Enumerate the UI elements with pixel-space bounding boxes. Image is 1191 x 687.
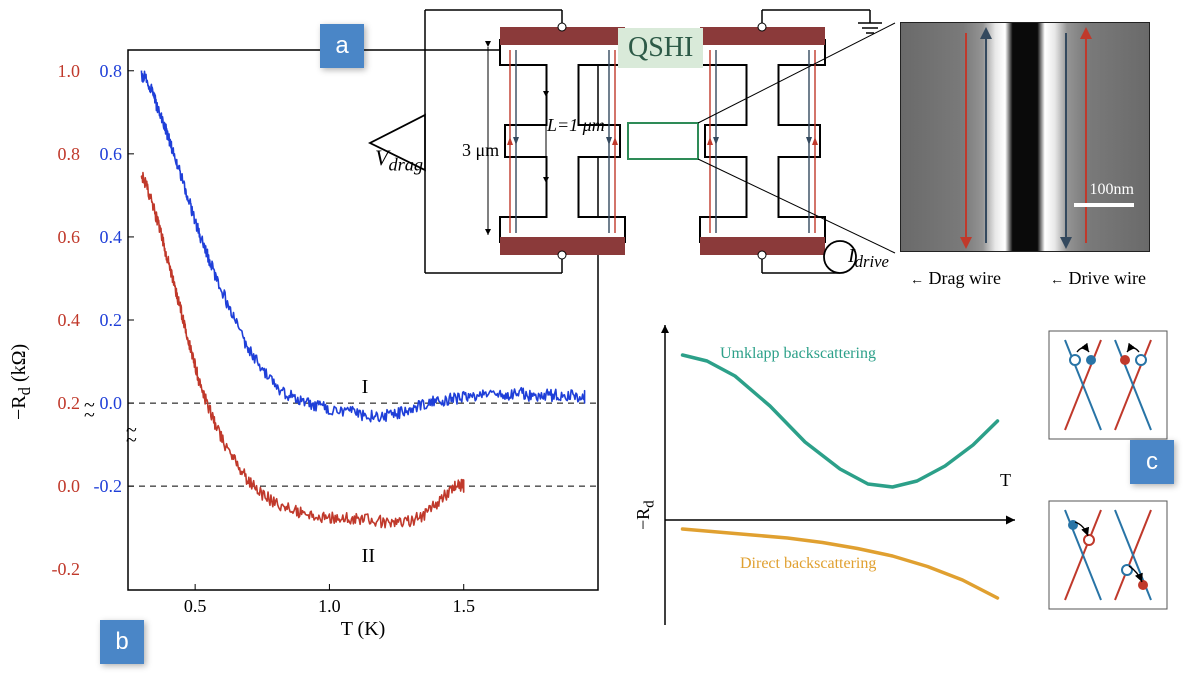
svg-text:1.0: 1.0	[58, 61, 81, 81]
svg-text:1.0: 1.0	[318, 596, 341, 616]
svg-text:0.4: 0.4	[58, 310, 81, 330]
panel-b-ylabel: −Rd (kΩ)	[8, 344, 35, 420]
svg-text:0.6: 0.6	[100, 144, 123, 164]
direct-label: Direct backscattering	[740, 555, 876, 573]
svg-text:0.8: 0.8	[58, 144, 81, 164]
svg-text:0.6: 0.6	[58, 227, 81, 247]
sem-image: 100nm	[900, 22, 1150, 252]
svg-text:-0.2: -0.2	[52, 559, 81, 579]
dispersion-umklapp	[1048, 330, 1168, 440]
umklapp-label: Umklapp backscattering	[720, 345, 876, 363]
svg-text:0.8: 0.8	[100, 61, 123, 81]
svg-text:~: ~	[84, 404, 95, 426]
svg-text:-0.2: -0.2	[94, 476, 123, 496]
badge-c: c	[1130, 440, 1174, 484]
scalebar	[1074, 203, 1134, 207]
badge-a: a	[320, 24, 364, 68]
svg-text:0.0: 0.0	[58, 476, 81, 496]
svg-text:0.5: 0.5	[184, 596, 207, 616]
idrive-label: Idrive	[848, 245, 889, 272]
dim-L: L=1 μm	[547, 115, 605, 136]
svg-text:1.5: 1.5	[452, 596, 475, 616]
drag-wire-label: ← Drag wire	[910, 268, 1001, 289]
dispersion-direct	[1048, 500, 1168, 610]
panel-c-xlabel: T	[1000, 470, 1011, 491]
badge-b: b	[100, 620, 144, 664]
svg-text:~: ~	[126, 429, 137, 451]
svg-text:T (K): T (K)	[341, 618, 386, 640]
panel-c-ylabel: −Rd	[633, 500, 659, 530]
svg-text:0.2: 0.2	[58, 393, 81, 413]
svg-text:I: I	[362, 376, 369, 398]
svg-text:0.0: 0.0	[100, 393, 123, 413]
vdrag-label: Vdrag	[375, 145, 423, 175]
qshi-label: QSHI	[618, 28, 703, 68]
drive-wire-label: ← Drive wire	[1050, 268, 1146, 289]
dim-3um: 3 μm	[462, 140, 499, 161]
svg-text:0.2: 0.2	[100, 310, 123, 330]
svg-text:II: II	[362, 545, 375, 567]
svg-text:0.4: 0.4	[100, 227, 123, 247]
scalebar-label: 100nm	[1090, 181, 1134, 199]
